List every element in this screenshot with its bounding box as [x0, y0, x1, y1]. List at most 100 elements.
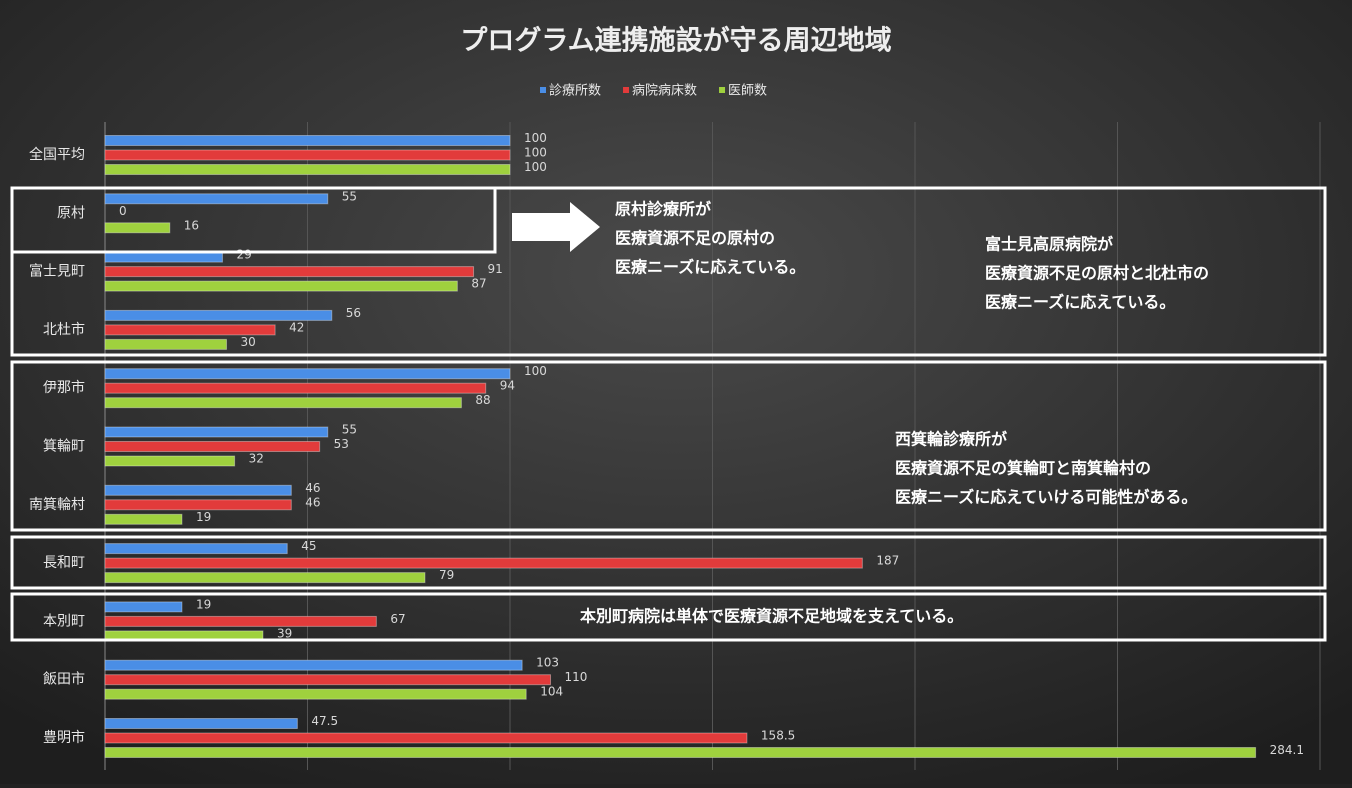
bar [104, 601, 183, 613]
annotation: 医療ニーズに応えている。 [985, 293, 1175, 312]
value-label: 16 [184, 218, 199, 232]
value-label: 46 [305, 481, 320, 495]
value-label: 100 [524, 364, 547, 378]
value-label: 55 [342, 189, 357, 203]
bar [104, 499, 292, 511]
bar [104, 557, 863, 569]
bar [104, 280, 458, 292]
category-label: 長和町 [43, 555, 85, 571]
value-label: 42 [289, 320, 304, 334]
bar [104, 193, 329, 205]
bar [104, 718, 298, 729]
bar [104, 572, 426, 584]
bar [104, 543, 288, 555]
category-label: 豊明市 [43, 729, 85, 746]
bar [104, 266, 475, 278]
legend: 診療所数 病院病床数 医師数 [540, 83, 767, 99]
value-label: 187 [876, 554, 899, 568]
value-label: 55 [342, 423, 357, 437]
category-label: 飯田市 [43, 671, 85, 688]
bar [104, 382, 487, 394]
annotation: 医療資源不足の原村と北杜市の [985, 264, 1209, 283]
annotation: 富士見高原病院が [985, 235, 1113, 254]
bar [104, 674, 551, 686]
annotation: 本別町病院は単体で医療資源不足地域を支えている。 [580, 607, 963, 626]
value-label: 79 [439, 568, 454, 582]
annotation: 医療ニーズに応えている。 [615, 258, 805, 277]
legend-swatch [719, 87, 726, 93]
value-label: 19 [196, 510, 211, 524]
bar [104, 426, 329, 438]
bar [104, 164, 511, 175]
legend-swatch [623, 87, 630, 93]
value-label: 158.5 [761, 729, 795, 743]
annotation: 医療ニーズに応えていける可能性がある。 [895, 488, 1197, 507]
value-label: 29 [236, 248, 251, 262]
value-label: 53 [334, 437, 349, 451]
bar [104, 747, 1257, 758]
value-label: 45 [301, 539, 316, 553]
annotation-boxes [10, 186, 1327, 642]
category-label: 北杜市 [43, 321, 85, 338]
category-label: 本別町 [43, 613, 85, 629]
bar [104, 324, 276, 336]
annotation: 医療資源不足の原村の [615, 229, 775, 248]
value-label: 19 [196, 597, 211, 611]
category-label: 全国平均 [29, 146, 85, 163]
value-label: 39 [277, 626, 292, 640]
value-label: 284.1 [1270, 743, 1304, 757]
bar [104, 368, 511, 380]
bar [104, 615, 377, 627]
value-label: 91 [488, 262, 503, 276]
bar [104, 688, 527, 700]
arrow [512, 202, 600, 252]
value-label: 88 [475, 393, 490, 407]
bar [104, 222, 171, 234]
annotation: 西箕輪診療所が [895, 430, 1007, 449]
value-label: 110 [565, 670, 588, 684]
value-label: 100 [524, 160, 547, 174]
bar [104, 732, 748, 744]
value-label: 67 [390, 612, 405, 626]
bar [104, 455, 236, 467]
category-label: 富士見町 [29, 263, 85, 280]
value-label: 47.5 [311, 714, 338, 728]
bar [104, 659, 523, 671]
value-label: 104 [540, 685, 563, 699]
annotations: 原村診療所が医療資源不足の原村の医療ニーズに応えている。富士見高原病院が医療資源… [580, 200, 1209, 626]
annotation: 医療資源不足の箕輪町と南箕輪村の [895, 459, 1151, 478]
value-label: 103 [536, 656, 559, 670]
box [10, 535, 1327, 590]
value-label: 46 [305, 495, 320, 509]
bar [104, 338, 227, 350]
category-label: 伊那市 [43, 379, 85, 396]
value-label: 0 [119, 204, 127, 218]
category-label: 箕輪町 [43, 438, 85, 455]
category-label: 原村 [57, 205, 85, 221]
value-label: 56 [346, 306, 361, 320]
bar [104, 513, 183, 525]
value-label: 94 [500, 379, 515, 393]
annotation: 原村診療所が [615, 200, 711, 219]
box [10, 186, 1327, 357]
bars: 全国平均100100100原村55016富士見町299187北杜市564230伊… [29, 131, 1304, 758]
bar [104, 309, 333, 321]
bar [104, 484, 292, 496]
bar [104, 397, 462, 409]
bar [104, 441, 321, 452]
legend-label: 診療所数 [549, 83, 601, 99]
value-label: 87 [471, 277, 486, 291]
box [10, 360, 1327, 532]
value-label: 30 [241, 335, 256, 349]
bar [104, 135, 511, 146]
value-label: 100 [524, 146, 547, 160]
bar [104, 149, 511, 161]
legend-label: 医師数 [728, 84, 767, 99]
chart-title: プログラム連携施設が守る周辺地域 [460, 25, 891, 57]
bar [104, 251, 223, 263]
value-label: 100 [524, 131, 547, 145]
box [10, 592, 1327, 642]
value-label: 32 [249, 452, 264, 466]
legend-swatch [540, 87, 546, 93]
